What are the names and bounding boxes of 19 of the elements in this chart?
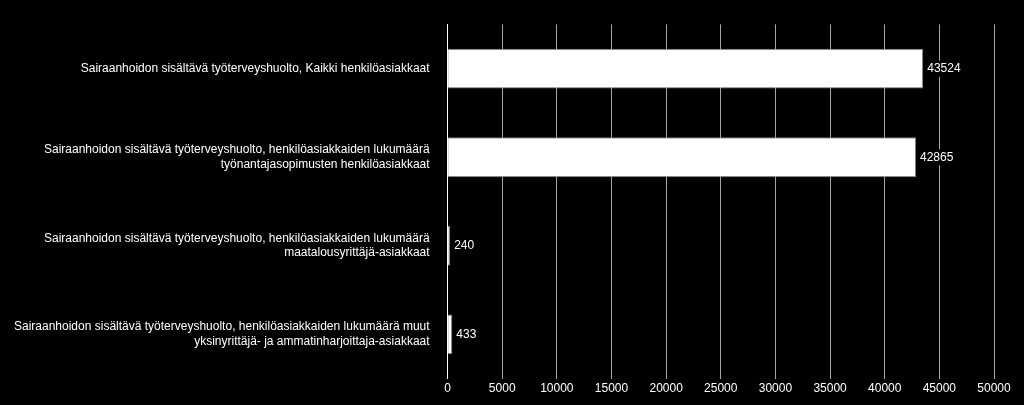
data-label: 433 [456, 326, 477, 341]
data-label: 42865 [920, 149, 954, 164]
x-tick-label: 40000 [868, 381, 902, 396]
y-tick-label: Sairaanhoidon sisältävä työterveyshuolto, Kaikki henkilöasiakkaat [80, 60, 431, 75]
data-label: 43524 [927, 60, 961, 75]
x-tick-label: 0 [444, 381, 452, 396]
x-tick-label: 35000 [813, 381, 848, 396]
y-tick-label: Sairaanhoidon sisältävä työterveyshuolto, henkilöasiakkaiden lukumäärä maatalousyrittäjä-asiakkaat [44, 230, 431, 260]
x-tick-label: 50000 [977, 381, 1012, 396]
x-tick-label: 15000 [594, 381, 629, 396]
y-tick-label: Sairaanhoidon sisältävä työterveyshuolto, henkilöasiakkaiden lukumäärä työnantajasopimusten henkilöasiakkaat [44, 142, 431, 171]
x-tick-label: 20000 [649, 381, 684, 396]
x-tick-label: 25000 [704, 381, 738, 396]
y-tick-label: Sairaanhoidon sisältävä työterveyshuolto, henkilöasiakkaiden lukumäärä muut yksinyrittäjä- ja ammatinharjoittaja-asiakkaat [14, 319, 431, 348]
data-label: 240 [454, 238, 475, 253]
x-tick-label: 30000 [758, 381, 793, 396]
x-tick-label: 5000 [488, 381, 516, 396]
x-tick-label: 10000 [540, 381, 574, 396]
x-tick-label: 45000 [922, 381, 957, 396]
